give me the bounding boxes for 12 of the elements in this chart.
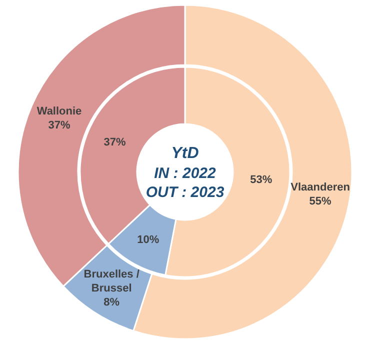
data-label: 37% <box>104 136 126 149</box>
data-label: 55% <box>309 195 332 208</box>
slice-label: Wallonie <box>36 106 82 118</box>
data-label: 10% <box>137 234 160 246</box>
text: OUT : 2023 <box>146 184 225 201</box>
data-label: 53% <box>250 174 272 186</box>
data-label: 37% <box>48 120 70 132</box>
text: YtD <box>171 145 200 162</box>
slice-label: Bruxelles / Brussel <box>84 268 140 295</box>
text: IN : 2022 <box>154 165 217 182</box>
slice-label: Vlaanderen <box>290 181 350 194</box>
data-label: 8% <box>104 296 120 309</box>
